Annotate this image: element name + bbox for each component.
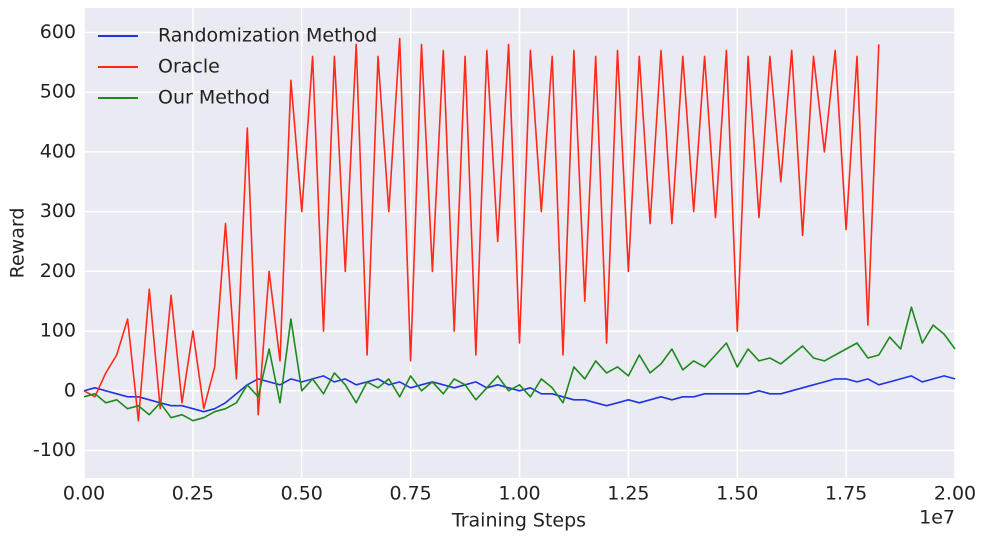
legend-label: Randomization Method (158, 25, 377, 47)
y-axis-label: Reward (7, 208, 29, 279)
x-tick-label: 2.00 (934, 483, 976, 505)
series-line (83, 375, 956, 413)
x-tick-label: 0.75 (389, 483, 431, 505)
x-axis-label: Training Steps (451, 510, 586, 532)
y-tick-label: 500 (40, 81, 76, 103)
x-tick-label: 0.50 (281, 483, 323, 505)
series-line (83, 37, 880, 422)
y-tick-label: 0 (64, 379, 76, 401)
x-tick-label: 1.75 (825, 483, 867, 505)
legend-label: Our Method (158, 87, 270, 109)
x-tick-label: 1.00 (498, 483, 540, 505)
legend-label: Oracle (158, 56, 220, 78)
y-tick-label: 300 (40, 200, 76, 222)
y-tick-label: -100 (33, 439, 76, 461)
series-line (83, 306, 956, 422)
x-tick-label: 1.25 (607, 483, 649, 505)
x-tick-label: 1.50 (716, 483, 758, 505)
y-tick-label: 100 (40, 320, 76, 342)
y-tick-label: 400 (40, 140, 76, 162)
x-offset-label: 1e7 (919, 507, 955, 529)
x-tick-label: 0.00 (63, 483, 105, 505)
y-tick-label: 200 (40, 260, 76, 282)
x-tick-label: 0.25 (172, 483, 214, 505)
y-tick-label: 600 (40, 21, 76, 43)
